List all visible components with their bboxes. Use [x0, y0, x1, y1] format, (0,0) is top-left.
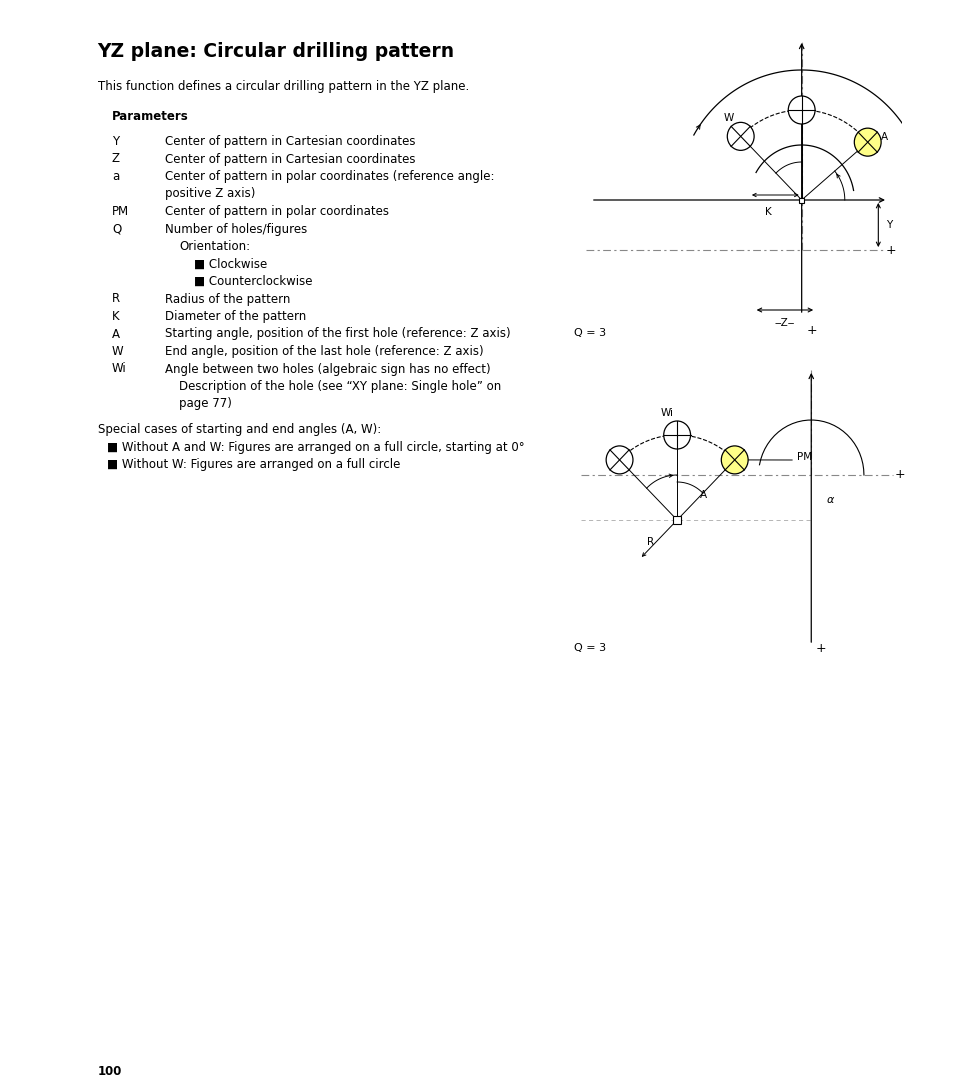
Text: Special cases of starting and end angles (A, W):: Special cases of starting and end angles… — [97, 423, 380, 436]
Bar — [799, 197, 803, 203]
Text: 100: 100 — [97, 1065, 122, 1078]
Text: +: + — [885, 243, 896, 256]
Text: Z: Z — [112, 153, 120, 166]
Text: K: K — [112, 310, 119, 323]
Text: A: A — [700, 490, 707, 500]
Text: ■ Counterclockwise: ■ Counterclockwise — [179, 275, 313, 288]
Circle shape — [854, 128, 881, 156]
Text: R: R — [646, 537, 653, 547]
Text: PM: PM — [112, 205, 129, 218]
Circle shape — [605, 446, 632, 473]
Text: Diameter of the pattern: Diameter of the pattern — [165, 310, 306, 323]
Circle shape — [726, 122, 753, 151]
Text: Parameters: Parameters — [112, 110, 189, 123]
Text: W: W — [112, 345, 124, 358]
Text: Orientation:: Orientation: — [179, 240, 250, 253]
Text: Center of pattern in polar coordinates: Center of pattern in polar coordinates — [165, 205, 388, 218]
Text: Y: Y — [885, 220, 891, 230]
Text: A: A — [112, 327, 120, 340]
Circle shape — [720, 446, 747, 473]
Text: Wi: Wi — [660, 408, 674, 418]
Text: W: W — [723, 113, 734, 123]
Text: This function defines a circular drilling pattern in the YZ plane.: This function defines a circular drillin… — [97, 80, 468, 93]
Text: Starting angle, position of the first hole (reference: Z axis): Starting angle, position of the first ho… — [165, 327, 510, 340]
Bar — [673, 516, 680, 524]
Text: positive Z axis): positive Z axis) — [165, 188, 254, 201]
Text: Wi: Wi — [112, 362, 127, 375]
Text: Y: Y — [112, 135, 119, 148]
Text: Q = 3: Q = 3 — [573, 328, 605, 338]
Text: Angle between two holes (algebraic sign has no effect): Angle between two holes (algebraic sign … — [165, 362, 490, 375]
Text: YZ plane: Circular drilling pattern: YZ plane: Circular drilling pattern — [97, 41, 455, 61]
Text: ■ Without W: Figures are arranged on a full circle: ■ Without W: Figures are arranged on a f… — [107, 458, 400, 471]
Text: ■ Clockwise: ■ Clockwise — [179, 257, 267, 271]
Circle shape — [787, 96, 814, 124]
Text: Center of pattern in Cartesian coordinates: Center of pattern in Cartesian coordinat… — [165, 135, 415, 148]
Text: +: + — [894, 468, 904, 481]
Text: ■ Without A and W: Figures are arranged on a full circle, starting at 0°: ■ Without A and W: Figures are arranged … — [107, 441, 524, 454]
Text: Center of pattern in Cartesian coordinates: Center of pattern in Cartesian coordinat… — [165, 153, 415, 166]
Circle shape — [663, 421, 690, 449]
Text: R: R — [112, 292, 120, 305]
Text: K: K — [764, 207, 771, 217]
Text: End angle, position of the last hole (reference: Z axis): End angle, position of the last hole (re… — [165, 345, 483, 358]
Text: +: + — [805, 324, 816, 337]
Text: Q = 3: Q = 3 — [573, 643, 605, 654]
Text: 1.16 TURN PLUS: YZ Plane Contours: 1.16 TURN PLUS: YZ Plane Contours — [13, 411, 27, 680]
Text: A: A — [881, 132, 887, 142]
Text: PM: PM — [796, 452, 811, 461]
Text: +: + — [815, 642, 826, 655]
Text: Description of the hole (see “XY plane: Single hole” on: Description of the hole (see “XY plane: … — [179, 380, 500, 393]
Text: Q: Q — [112, 223, 121, 236]
Text: Center of pattern in polar coordinates (reference angle:: Center of pattern in polar coordinates (… — [165, 170, 494, 183]
Text: Number of holes/figures: Number of holes/figures — [165, 223, 307, 236]
Text: Radius of the pattern: Radius of the pattern — [165, 292, 290, 305]
Text: a: a — [112, 170, 119, 183]
Text: page 77): page 77) — [179, 397, 232, 410]
Text: α: α — [826, 495, 833, 505]
Text: ‒Z‒: ‒Z‒ — [774, 317, 794, 328]
